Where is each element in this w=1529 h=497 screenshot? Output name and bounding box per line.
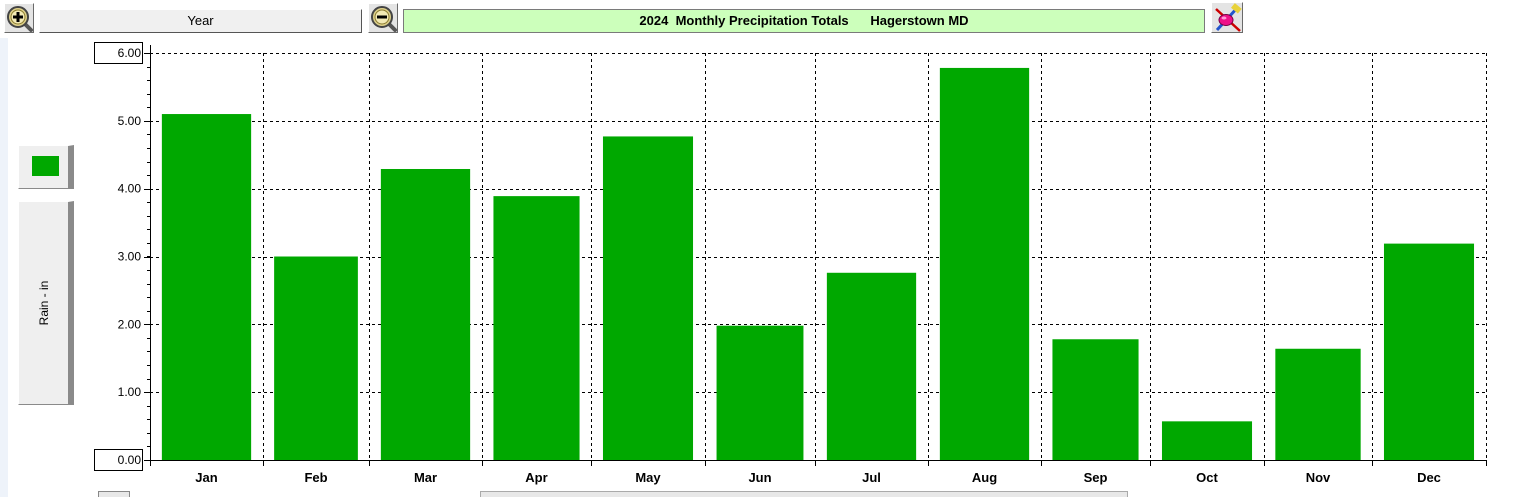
zoom-in-button[interactable] <box>4 3 34 33</box>
x-tick-label-apr: Apr <box>525 470 547 485</box>
series-color-button[interactable] <box>18 145 74 189</box>
bottom-control[interactable] <box>98 491 130 497</box>
bar-may[interactable] <box>602 136 694 460</box>
bar-dec[interactable] <box>1383 243 1475 460</box>
x-tick-label-nov: Nov <box>1306 470 1331 485</box>
bar-jan[interactable] <box>161 114 252 461</box>
x-tick-label-jun: Jun <box>748 470 771 485</box>
color-tools-button[interactable] <box>1211 2 1243 33</box>
y-tick-label: 4.00 <box>118 182 142 196</box>
x-tick-label-jan: Jan <box>195 470 217 485</box>
y-tick-label: 2.00 <box>118 317 142 331</box>
bars <box>161 67 1475 461</box>
y-tick-label: 1.00 <box>118 385 142 399</box>
y-tick-labels: 0.00 1.00 2.00 3.00 4.00 5.00 6.00 <box>94 42 143 471</box>
bar-oct[interactable] <box>1161 421 1253 460</box>
period-selector-button[interactable]: Year <box>39 9 362 33</box>
bar-apr[interactable] <box>493 196 580 460</box>
magnifier-minus-icon <box>371 6 397 32</box>
bottom-scrollbar[interactable] <box>480 491 1128 497</box>
bar-aug[interactable] <box>939 67 1030 460</box>
magnifier-plus-icon <box>7 6 33 32</box>
x-tick-label-aug: Aug <box>972 470 997 485</box>
bar-feb[interactable] <box>274 256 358 461</box>
y-tick-box <box>94 42 143 64</box>
bar-sep[interactable] <box>1052 339 1139 460</box>
x-tick-label-oct: Oct <box>1196 470 1218 485</box>
zoom-out-button[interactable] <box>368 3 398 33</box>
y-tick-label: 6.00 <box>118 46 142 60</box>
left-strip <box>0 38 8 497</box>
bar-jun[interactable] <box>716 325 804 460</box>
y-tick-label: 5.00 <box>118 114 142 128</box>
axes <box>144 45 1487 466</box>
paint-tools-icon <box>1215 3 1242 32</box>
x-tick-label-jul: Jul <box>862 470 881 485</box>
x-tick-label-mar: Mar <box>414 470 437 485</box>
bar-jul[interactable] <box>826 272 917 460</box>
grid-lines <box>150 53 1487 460</box>
y-tick-label: 3.00 <box>118 250 142 264</box>
x-tick-label-may: May <box>635 470 661 485</box>
y-tick-box <box>94 449 143 471</box>
x-tick-label-feb: Feb <box>304 470 327 485</box>
series-color-swatch <box>32 156 59 176</box>
y-tick-label: 0.00 <box>118 453 142 467</box>
y-axis-label-button[interactable]: Rain - in <box>18 201 74 405</box>
x-tick-label-sep: Sep <box>1084 470 1108 485</box>
bar-nov[interactable] <box>1275 348 1361 460</box>
chart-title: 2024 Monthly Precipitation Totals Hagers… <box>403 9 1205 33</box>
x-tick-label-dec: Dec <box>1417 470 1441 485</box>
bar-mar[interactable] <box>380 168 471 460</box>
x-tick-labels: Jan Feb Mar Apr May Jun Jul Aug Sep Oct Nov Dec <box>195 470 1441 485</box>
